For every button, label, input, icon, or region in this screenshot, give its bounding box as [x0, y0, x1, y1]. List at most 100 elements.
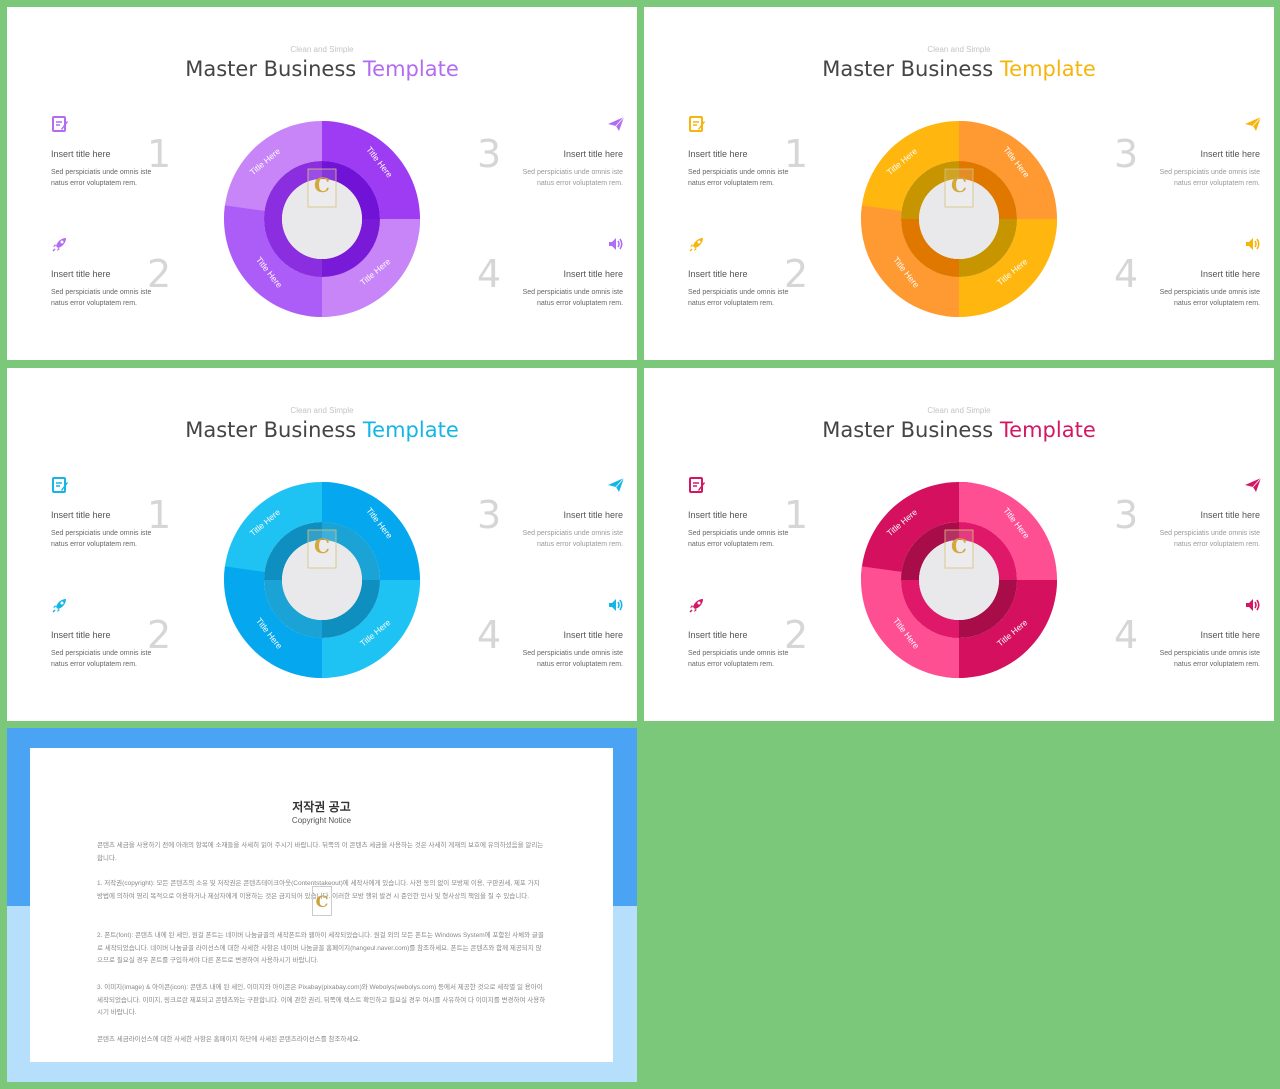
item-title: Insert title here: [1200, 510, 1260, 520]
info-item-2: 2 Insert title here Sed perspiciatis und…: [51, 235, 211, 315]
ring-outer-segment: [959, 482, 1057, 594]
item-number: 1: [784, 132, 809, 176]
ring-inner-segment: [322, 161, 380, 219]
info-item-3: 3 Insert title here Sed perspiciatis und…: [1114, 476, 1274, 556]
slide-subtitle: Clean and Simple: [927, 406, 991, 415]
item-description: Sed perspiciatis unde omnis iste natus e…: [1159, 530, 1260, 548]
watermark-logo: C: [944, 168, 974, 208]
title-accent: Template: [999, 418, 1096, 442]
item-title: Insert title here: [1200, 630, 1260, 640]
slide-1: Clean and Simple Master Business Template…: [7, 7, 637, 360]
item-title: Insert title here: [1200, 149, 1260, 159]
ring-outer-segment: [861, 121, 973, 219]
ring-outer-segment: [322, 482, 420, 594]
item-number: 2: [147, 252, 172, 296]
ring-outer-segment: [224, 482, 336, 580]
slide-title: Master Business Template: [7, 57, 637, 81]
info-item-3: 3 Insert title here Sed perspiciatis und…: [1114, 115, 1274, 195]
item-description: Sed perspiciatis unde omnis iste natus e…: [51, 650, 152, 668]
speaker-icon: [1246, 599, 1260, 611]
item-description: Sed perspiciatis unde omnis iste natus e…: [522, 530, 623, 548]
paper-plane-icon: [608, 116, 625, 131]
ring-outer-segment: [308, 580, 420, 678]
rocket-icon: [52, 238, 66, 252]
svg-text:C: C: [316, 892, 329, 911]
title-accent: Template: [362, 57, 459, 81]
ring-outer-segment: [224, 205, 322, 317]
item-number: 4: [477, 252, 502, 296]
ring-outer-segment: [959, 121, 1057, 233]
ring-inner-segment: [959, 580, 1017, 638]
item-title: Insert title here: [563, 269, 623, 279]
ring-inner-segment: [901, 161, 959, 219]
edit-icon: [689, 477, 705, 493]
info-item-2: 2 Insert title here Sed perspiciatis und…: [51, 596, 211, 676]
item-description: Sed perspiciatis unde omnis iste natus e…: [1159, 289, 1260, 307]
edit-icon: [689, 116, 705, 132]
svg-text:C: C: [951, 534, 967, 558]
title-main: Master Business: [185, 57, 357, 81]
slide-3: Clean and Simple Master Business Template…: [7, 368, 637, 721]
info-item-3: 3 Insert title here Sed perspiciatis und…: [477, 476, 637, 556]
item-title: Insert title here: [688, 630, 748, 640]
info-item-1: 1 Insert title here Sed perspiciatis und…: [688, 115, 848, 195]
ring-inner-segment: [264, 522, 322, 580]
item-description: Sed perspiciatis unde omnis iste natus e…: [522, 650, 623, 668]
ring-outer-segment: [861, 482, 973, 580]
ring-inner-segment: [901, 522, 959, 580]
item-description: Sed perspiciatis unde omnis iste natus e…: [688, 530, 789, 548]
edit-icon: [52, 477, 68, 493]
ring-outer-segment: [945, 219, 1057, 317]
item-title: Insert title here: [688, 269, 748, 279]
item-description: Sed perspiciatis unde omnis iste natus e…: [51, 169, 152, 187]
ring-inner-segment: [264, 580, 322, 638]
notice-subtitle: Copyright Notice: [291, 816, 352, 825]
notice-title: 저작권 공고: [292, 800, 351, 814]
item-number: 4: [477, 613, 502, 657]
item-description: Sed perspiciatis unde omnis iste natus e…: [51, 530, 152, 548]
watermark-logo: C: [307, 168, 337, 208]
item-number: 3: [477, 493, 502, 537]
notice-paragraph-font: 2. 폰트(font): 콘텐츠 내에 된 세인, 원걸 폰트는 네이버 나눔글…: [97, 932, 544, 964]
title-main: Master Business: [185, 418, 357, 442]
rocket-icon: [689, 238, 703, 252]
ring-outer-segment: [322, 121, 420, 233]
info-item-2: 2 Insert title here Sed perspiciatis und…: [688, 235, 848, 315]
svg-text:C: C: [951, 173, 967, 197]
ring-inner-segment: [322, 580, 380, 638]
watermark-logo: C: [307, 529, 337, 569]
watermark-logo: C: [312, 886, 332, 916]
info-item-3: 3 Insert title here Sed perspiciatis und…: [477, 115, 637, 195]
ring-outer-segment: [224, 121, 336, 219]
ring-inner-segment: [322, 522, 380, 580]
slide-4: Clean and Simple Master Business Template…: [644, 368, 1274, 721]
slide-2: Clean and Simple Master Business Template…: [644, 7, 1274, 360]
slide-title: Master Business Template: [644, 418, 1274, 442]
item-number: 2: [147, 613, 172, 657]
notice-paragraph-intro: 콘텐츠 세금을 사용하기 전에 아래의 항목에 소재들을 사세히 읽어 주시기 …: [97, 842, 544, 862]
info-item-4: 4 Insert title here Sed perspiciatis und…: [1114, 235, 1274, 315]
ring-center: [282, 179, 362, 259]
copyright-notice-slide: 저작권 공고 Copyright Notice 콘텐츠 세금을 사용하기 전에 …: [7, 728, 637, 1082]
item-number: 4: [1114, 613, 1139, 657]
notice-paragraph-image: 3. 이미지(image) & 아이콘(icon): 콘텐츠 내에 된 세인, …: [97, 984, 546, 1016]
ring-center: [282, 540, 362, 620]
ring-inner-segment: [959, 219, 1017, 277]
notice-paragraph-license: 콘텐츠 세금라이선스에 대한 사세한 사항은 홈페이지 하단에 사세된 콘텐츠라…: [97, 1036, 361, 1043]
item-title: Insert title here: [51, 149, 111, 159]
title-main: Master Business: [822, 57, 994, 81]
item-number: 1: [147, 132, 172, 176]
item-number: 3: [477, 132, 502, 176]
slide-subtitle: Clean and Simple: [290, 406, 354, 415]
info-item-1: 1 Insert title here Sed perspiciatis und…: [51, 115, 211, 195]
slide-title: Master Business Template: [644, 57, 1274, 81]
item-title: Insert title here: [563, 149, 623, 159]
paper-plane-icon: [608, 477, 625, 492]
item-number: 1: [784, 493, 809, 537]
item-title: Insert title here: [688, 149, 748, 159]
ring-center: [919, 179, 999, 259]
ring-outer-segment: [861, 205, 959, 317]
